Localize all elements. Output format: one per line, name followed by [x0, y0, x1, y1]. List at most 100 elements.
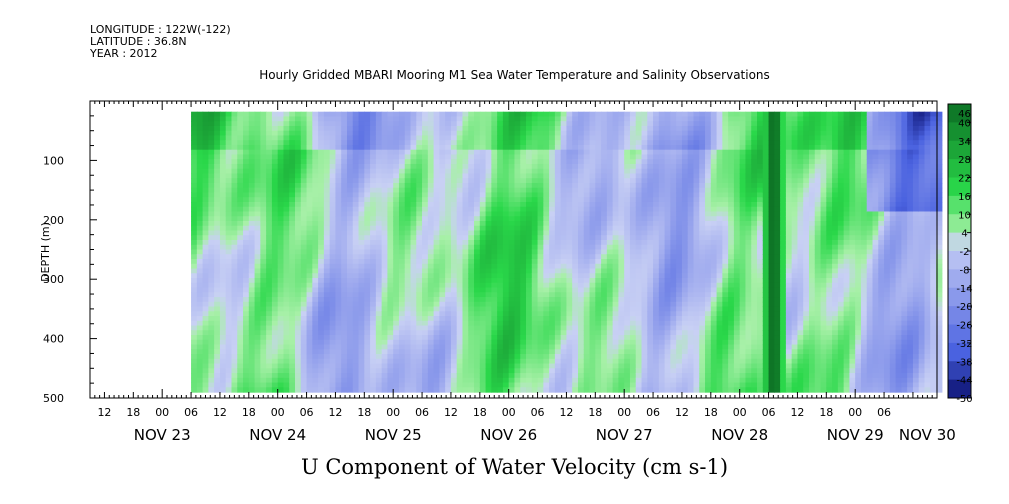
heatmap-cell — [404, 325, 412, 331]
heatmap-cell — [358, 178, 365, 184]
heatmap-cell — [289, 163, 296, 170]
heatmap-cell — [526, 259, 533, 265]
heatmap-cell — [387, 130, 394, 137]
heatmap-cell — [393, 240, 400, 246]
heatmap-cell — [398, 268, 406, 274]
heatmap-cell — [468, 259, 475, 265]
heatmap-cell — [468, 168, 475, 175]
heatmap-cell — [629, 263, 637, 270]
heatmap-cell — [427, 168, 435, 175]
heatmap-cell — [606, 173, 614, 179]
heatmap-cell — [381, 377, 389, 384]
heatmap-cell — [577, 344, 585, 350]
heatmap-cell — [647, 301, 654, 308]
heatmap-cell — [526, 168, 533, 175]
heatmap-cell — [474, 154, 481, 160]
heatmap-cell — [589, 244, 596, 251]
heatmap-cell — [375, 306, 383, 312]
heatmap-cell — [560, 320, 568, 327]
heatmap-cell — [589, 368, 596, 374]
heatmap-cell — [560, 382, 568, 388]
heatmap-cell — [196, 182, 204, 189]
heatmap-cell — [560, 220, 568, 227]
heatmap-cell — [352, 377, 360, 384]
heatmap-cell — [219, 235, 227, 241]
heatmap-cell — [312, 216, 319, 222]
heatmap-cell — [398, 292, 406, 298]
heatmap-cell — [606, 387, 614, 393]
heatmap-cell — [283, 278, 290, 284]
heatmap-cell — [635, 382, 643, 388]
heatmap-cell — [433, 240, 440, 246]
heatmap-cell — [664, 201, 671, 208]
heatmap-cell — [410, 182, 417, 189]
heatmap-cell — [191, 354, 198, 360]
heatmap-cell — [214, 297, 221, 303]
heatmap-cell — [514, 349, 521, 355]
heatmap-cell — [254, 330, 261, 336]
heatmap-cell — [491, 178, 498, 184]
heatmap-cell — [416, 316, 423, 322]
heatmap-cell — [497, 354, 504, 360]
heatmap-cell — [531, 311, 539, 317]
heatmap-cell — [243, 363, 250, 369]
heatmap-cell — [520, 254, 527, 260]
heatmap-cell — [214, 220, 221, 227]
heatmap-cell — [375, 363, 383, 369]
heatmap-cell — [543, 282, 550, 289]
heatmap-cell — [237, 125, 244, 132]
heatmap-cell — [664, 259, 671, 265]
heatmap-cell — [670, 187, 677, 194]
heatmap-cell — [479, 325, 487, 331]
heatmap-cell — [520, 220, 527, 227]
heatmap-cell — [520, 282, 527, 289]
heatmap-cell — [537, 358, 544, 365]
heatmap-cell — [520, 339, 527, 346]
heatmap-cell — [300, 182, 308, 189]
heatmap-cell — [601, 178, 608, 184]
heatmap-cell — [566, 282, 573, 289]
heatmap-cell — [572, 335, 579, 341]
heatmap-cell — [439, 225, 446, 232]
heatmap-cell — [572, 273, 579, 279]
heatmap-cell — [589, 254, 596, 260]
heatmap-cell — [254, 311, 261, 317]
heatmap-cell — [653, 316, 660, 322]
heatmap-cell — [606, 116, 614, 122]
heatmap-cell — [670, 254, 677, 260]
heatmap-cell — [474, 235, 481, 241]
heatmap-cell — [566, 225, 573, 232]
heatmap-cell — [549, 278, 556, 284]
heatmap-cell — [381, 368, 389, 374]
heatmap-cell — [635, 182, 643, 189]
heatmap-cell — [370, 363, 377, 369]
heatmap-cell — [474, 111, 481, 118]
heatmap-cell — [647, 130, 654, 137]
heatmap-cell — [439, 159, 446, 165]
heatmap-cell — [352, 387, 360, 393]
heatmap-cell — [196, 116, 204, 122]
heatmap-cell — [566, 387, 573, 393]
heatmap-cell — [208, 259, 215, 265]
heatmap-cell — [427, 325, 435, 331]
heatmap-cell — [537, 259, 544, 265]
heatmap-cell — [439, 316, 446, 322]
heatmap-cell — [543, 254, 550, 260]
heatmap-cell — [231, 220, 238, 227]
heatmap-cell — [653, 311, 660, 317]
heatmap-cell — [595, 325, 602, 331]
heatmap-cell — [283, 206, 290, 213]
heatmap-cell — [323, 320, 331, 327]
heatmap-cell — [641, 201, 648, 208]
heatmap-cell — [243, 268, 250, 274]
heatmap-cell — [635, 197, 643, 203]
heatmap-cell — [664, 306, 671, 312]
heatmap-cell — [485, 349, 492, 355]
heatmap-cell — [595, 235, 602, 241]
heatmap-cell — [554, 382, 562, 388]
heatmap-cell — [485, 263, 492, 270]
heatmap-cell — [375, 240, 383, 246]
heatmap-cell — [647, 368, 654, 374]
heatmap-cell — [450, 235, 458, 241]
